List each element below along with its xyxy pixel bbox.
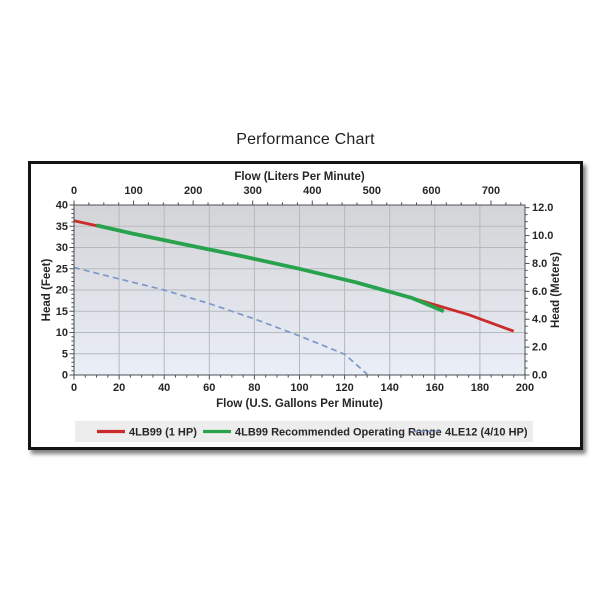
legend: 4LB99 (1 HP) 4LB99 Recommended Operating … [75, 421, 533, 442]
svg-text:4.0: 4.0 [532, 314, 547, 326]
svg-text:200: 200 [516, 382, 534, 394]
svg-text:35: 35 [56, 221, 68, 233]
svg-text:Head (Feet): Head (Feet) [41, 259, 53, 322]
svg-text:180: 180 [471, 382, 489, 394]
series-line-1 [96, 223, 445, 314]
svg-text:8.0: 8.0 [532, 258, 547, 270]
svg-text:80: 80 [248, 382, 260, 394]
legend-item-2: 4LE12 (4/10 HP) [413, 427, 528, 439]
svg-text:100: 100 [290, 382, 308, 394]
svg-text:0: 0 [71, 185, 77, 197]
svg-text:12.0: 12.0 [532, 202, 553, 214]
svg-text:60: 60 [203, 382, 215, 394]
svg-text:10.0: 10.0 [532, 230, 553, 242]
svg-text:140: 140 [381, 382, 399, 394]
svg-text:25: 25 [56, 263, 68, 275]
right-axis-tick-labels: 0.0 2.0 4.0 6.0 8.0 10.0 12.0 [532, 202, 553, 381]
svg-text:500: 500 [363, 185, 381, 197]
svg-text:0: 0 [71, 382, 77, 394]
svg-text:4LE12 (4/10 HP): 4LE12 (4/10 HP) [445, 427, 528, 439]
series-line-2 [73, 266, 368, 375]
chart-frame: 0 20 40 60 80 100 120 140 160 180 200 0 100 200 300 400… [28, 161, 583, 450]
axis-titles: Flow (Liters Per Minute) Flow (U.S. Gallo… [41, 171, 562, 410]
svg-text:Flow (Liters Per Minute): Flow (Liters Per Minute) [234, 171, 365, 183]
svg-text:120: 120 [335, 382, 353, 394]
svg-text:20: 20 [56, 285, 68, 297]
legend-background [75, 421, 533, 442]
svg-text:700: 700 [482, 185, 500, 197]
svg-text:4LB99 (1 HP): 4LB99 (1 HP) [129, 427, 197, 439]
legend-item-0: 4LB99 (1 HP) [97, 427, 197, 439]
svg-text:0: 0 [62, 370, 68, 382]
svg-text:600: 600 [422, 185, 440, 197]
svg-text:200: 200 [184, 185, 202, 197]
gridlines [74, 205, 525, 375]
svg-text:400: 400 [303, 185, 321, 197]
svg-text:20: 20 [113, 382, 125, 394]
chart-title: Performance Chart [236, 131, 375, 148]
svg-text:5: 5 [62, 348, 68, 360]
svg-text:15: 15 [56, 306, 68, 318]
svg-text:2.0: 2.0 [532, 342, 547, 354]
left-axis-tick-labels: 0 5 10 15 20 25 30 35 40 [56, 200, 68, 382]
svg-text:6.0: 6.0 [532, 286, 547, 298]
svg-text:10: 10 [56, 327, 68, 339]
svg-text:40: 40 [158, 382, 170, 394]
bottom-axis-tick-labels: 0 20 40 60 80 100 120 140 160 180 200 [71, 382, 534, 394]
svg-text:Flow (U.S. Gallons Per Minute): Flow (U.S. Gallons Per Minute) [216, 398, 383, 410]
svg-text:300: 300 [244, 185, 262, 197]
series [73, 219, 515, 375]
top-axis-tick-labels: 0 100 200 300 400 500 600 700 [71, 185, 500, 197]
svg-text:30: 30 [56, 242, 68, 254]
svg-text:0.0: 0.0 [532, 370, 547, 382]
svg-text:100: 100 [124, 185, 142, 197]
legend-item-1: 4LB99 Recommended Operating Range [203, 427, 442, 439]
svg-text:4LB99 Recommended Operating Ra: 4LB99 Recommended Operating Range [235, 427, 442, 439]
svg-text:Head (Meters): Head (Meters) [550, 252, 562, 328]
axis-ticks [69, 200, 530, 380]
svg-text:40: 40 [56, 200, 68, 212]
svg-text:160: 160 [426, 382, 444, 394]
